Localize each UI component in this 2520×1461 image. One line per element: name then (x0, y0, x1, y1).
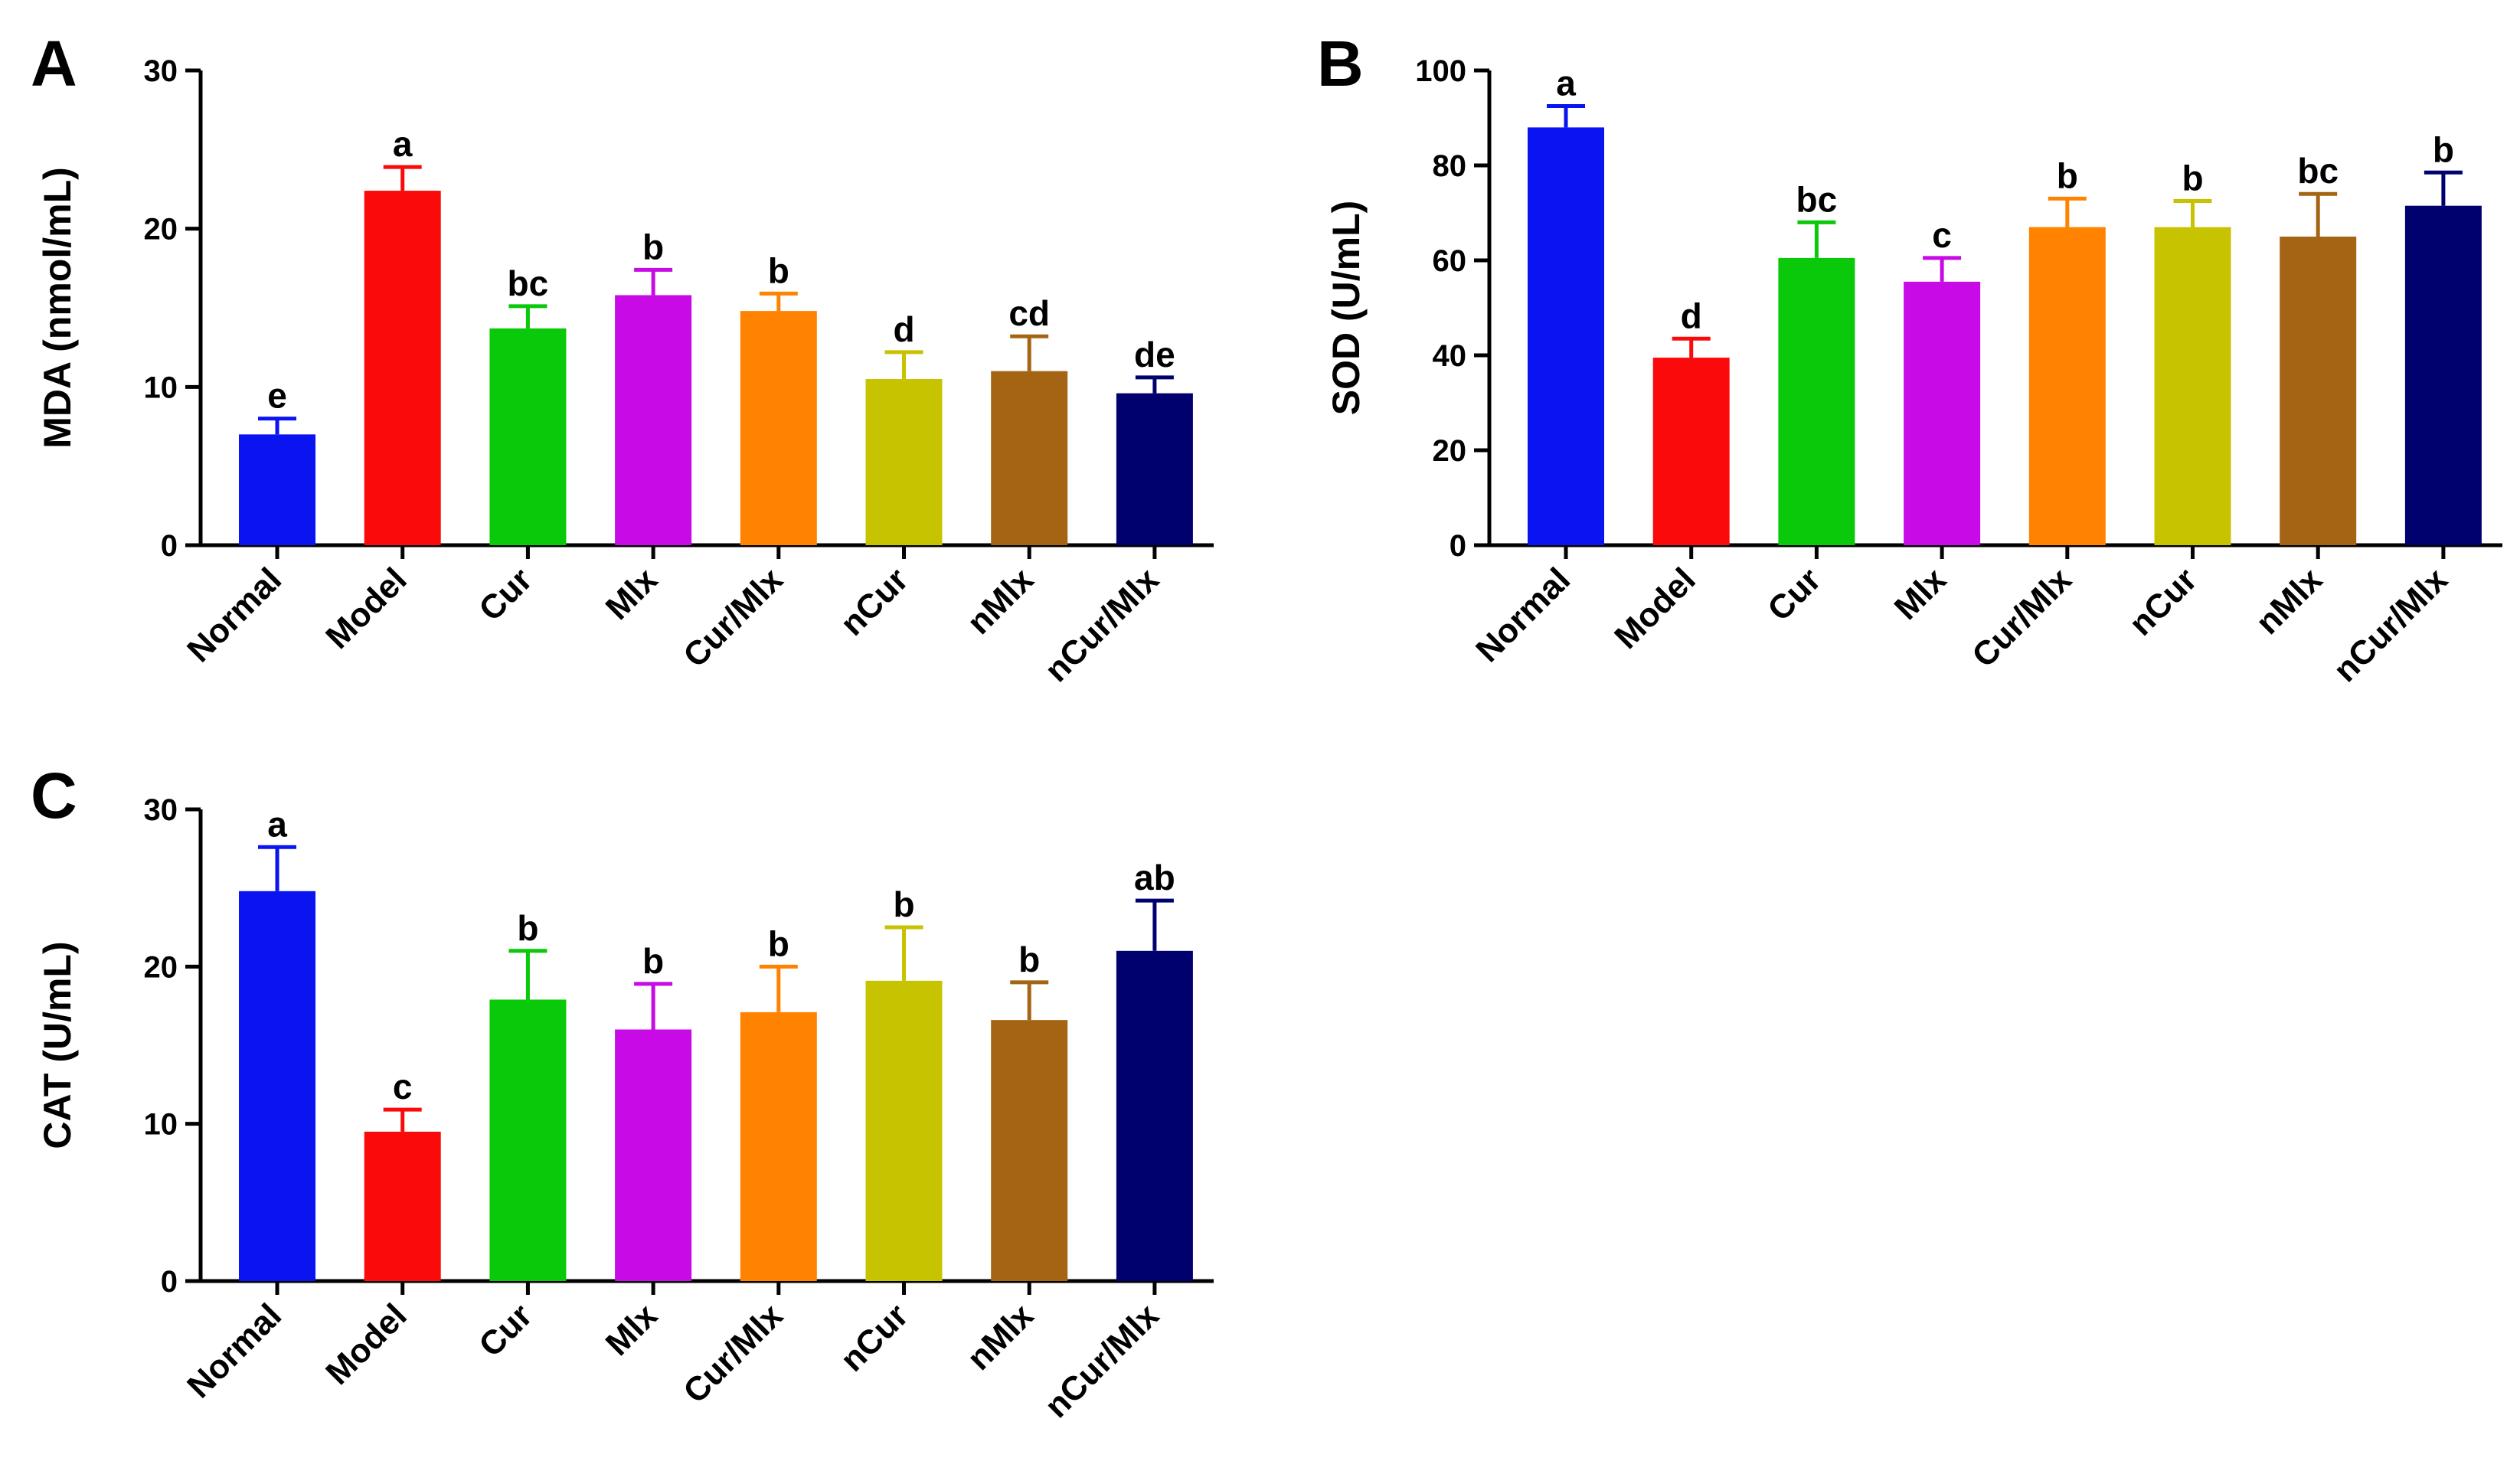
bar-ncur (2154, 227, 2231, 545)
significance-label: ab (1134, 858, 1175, 897)
bar-mlx (1904, 281, 1981, 545)
bar-cur (489, 328, 567, 545)
significance-label: b (2057, 155, 2078, 195)
panel-letter: A (31, 28, 77, 100)
category-label: nCur/Mlx (1038, 1296, 1166, 1425)
bar-ncur-mlx (1116, 950, 1193, 1281)
y-tick-label: 100 (1415, 54, 1466, 88)
category-label: Mlx (599, 561, 665, 627)
significance-label: de (1134, 335, 1175, 374)
category-label: Model (319, 1296, 414, 1392)
category-label: Mlx (1888, 561, 1954, 627)
significance-label: b (893, 884, 914, 924)
significance-label: d (1681, 296, 1702, 335)
bar-model (364, 191, 441, 546)
bar-cur-mlx (740, 311, 817, 545)
category-label: Normal (180, 561, 289, 669)
category-label: Normal (180, 1296, 289, 1405)
bar-normal (239, 891, 315, 1281)
chart-panel-a: A MDA (nmol/mL) 0 10 20 30 e Normal a Model bc Cur b… (31, 28, 1214, 689)
significance-label: b (768, 250, 789, 290)
significance-label: a (1556, 64, 1576, 103)
y-axis-title: MDA (nmol/mL) (36, 167, 79, 449)
significance-label: d (893, 309, 914, 349)
y-tick-label: 0 (161, 1265, 178, 1299)
significance-label: b (642, 227, 664, 266)
significance-label: b (768, 923, 789, 963)
bar-nmlx (991, 1020, 1068, 1281)
bar-model (1652, 358, 1730, 545)
category-label: Cur/Mlx (1965, 561, 2079, 675)
significance-label: b (2182, 159, 2203, 198)
significance-label: bc (2297, 151, 2339, 191)
y-tick-label: 60 (1433, 244, 1467, 278)
bar-cur-mlx (2028, 227, 2106, 545)
significance-label: b (642, 941, 664, 981)
category-label: nCur/Mlx (2326, 561, 2455, 689)
significance-label: bc (508, 263, 549, 303)
significance-label: b (517, 908, 538, 948)
category-label: nCur (833, 561, 915, 642)
significance-label: e (267, 376, 287, 416)
category-label: Model (319, 561, 414, 656)
category-label: Cur/Mlx (676, 1296, 790, 1410)
chart-panel-c: C CAT (U/mL) 0 10 20 30 a Normal c Model b Cur b Mlx b… (31, 760, 1214, 1425)
bar-normal (239, 434, 315, 545)
y-tick-label: 30 (144, 793, 178, 827)
bar-cur-mlx (740, 1012, 817, 1281)
category-label: Cur (472, 1296, 539, 1364)
bar-mlx (615, 295, 692, 545)
bar-ncur (865, 379, 943, 545)
y-tick-label: 40 (1433, 339, 1467, 373)
y-tick-label: 0 (161, 529, 178, 563)
y-tick-label: 0 (1450, 529, 1466, 563)
category-label: Normal (1469, 561, 1577, 669)
bar-mlx (615, 1029, 692, 1281)
significance-label: cd (1008, 293, 1050, 333)
significance-label: c (393, 1067, 413, 1106)
category-label: nMlx (2249, 561, 2330, 642)
y-tick-label: 80 (1433, 149, 1467, 183)
significance-label: a (267, 804, 287, 844)
category-label: Cur/Mlx (676, 561, 790, 675)
bar-ncur (865, 980, 943, 1281)
y-tick-label: 10 (144, 1108, 178, 1142)
bar-cur (1778, 257, 1855, 545)
bar-normal (1528, 127, 1604, 545)
significance-label: c (1932, 215, 1952, 255)
bar-nmlx (2280, 237, 2357, 545)
bar-model (364, 1131, 441, 1281)
category-label: Cur (1760, 561, 1828, 628)
bar-ncur-mlx (2404, 205, 2482, 545)
category-label: Mlx (599, 1296, 665, 1363)
category-label: nMlx (960, 1296, 1041, 1378)
category-label: nCur (2122, 561, 2204, 642)
y-axis-title: CAT (U/mL) (36, 941, 79, 1149)
bar-cur (489, 999, 567, 1281)
panel-letter: C (31, 760, 77, 832)
category-label: Model (1607, 561, 1703, 656)
category-label: nCur (833, 1296, 915, 1378)
bar-nmlx (991, 371, 1068, 545)
panel-letter: B (1317, 28, 1364, 100)
significance-label: a (393, 124, 413, 164)
significance-label: bc (1796, 179, 1838, 219)
significance-label: b (2433, 129, 2454, 169)
y-tick-label: 20 (1433, 434, 1467, 468)
y-tick-label: 20 (144, 213, 178, 247)
y-axis-title: SOD (U/mL) (1325, 201, 1368, 416)
bar-ncur-mlx (1116, 393, 1193, 545)
y-tick-label: 20 (144, 950, 178, 984)
y-tick-label: 30 (144, 54, 178, 88)
category-label: Cur (472, 561, 539, 628)
significance-label: b (1018, 940, 1040, 979)
category-label: nCur/Mlx (1038, 561, 1166, 689)
y-tick-label: 10 (144, 371, 178, 404)
category-label: nMlx (960, 561, 1041, 642)
